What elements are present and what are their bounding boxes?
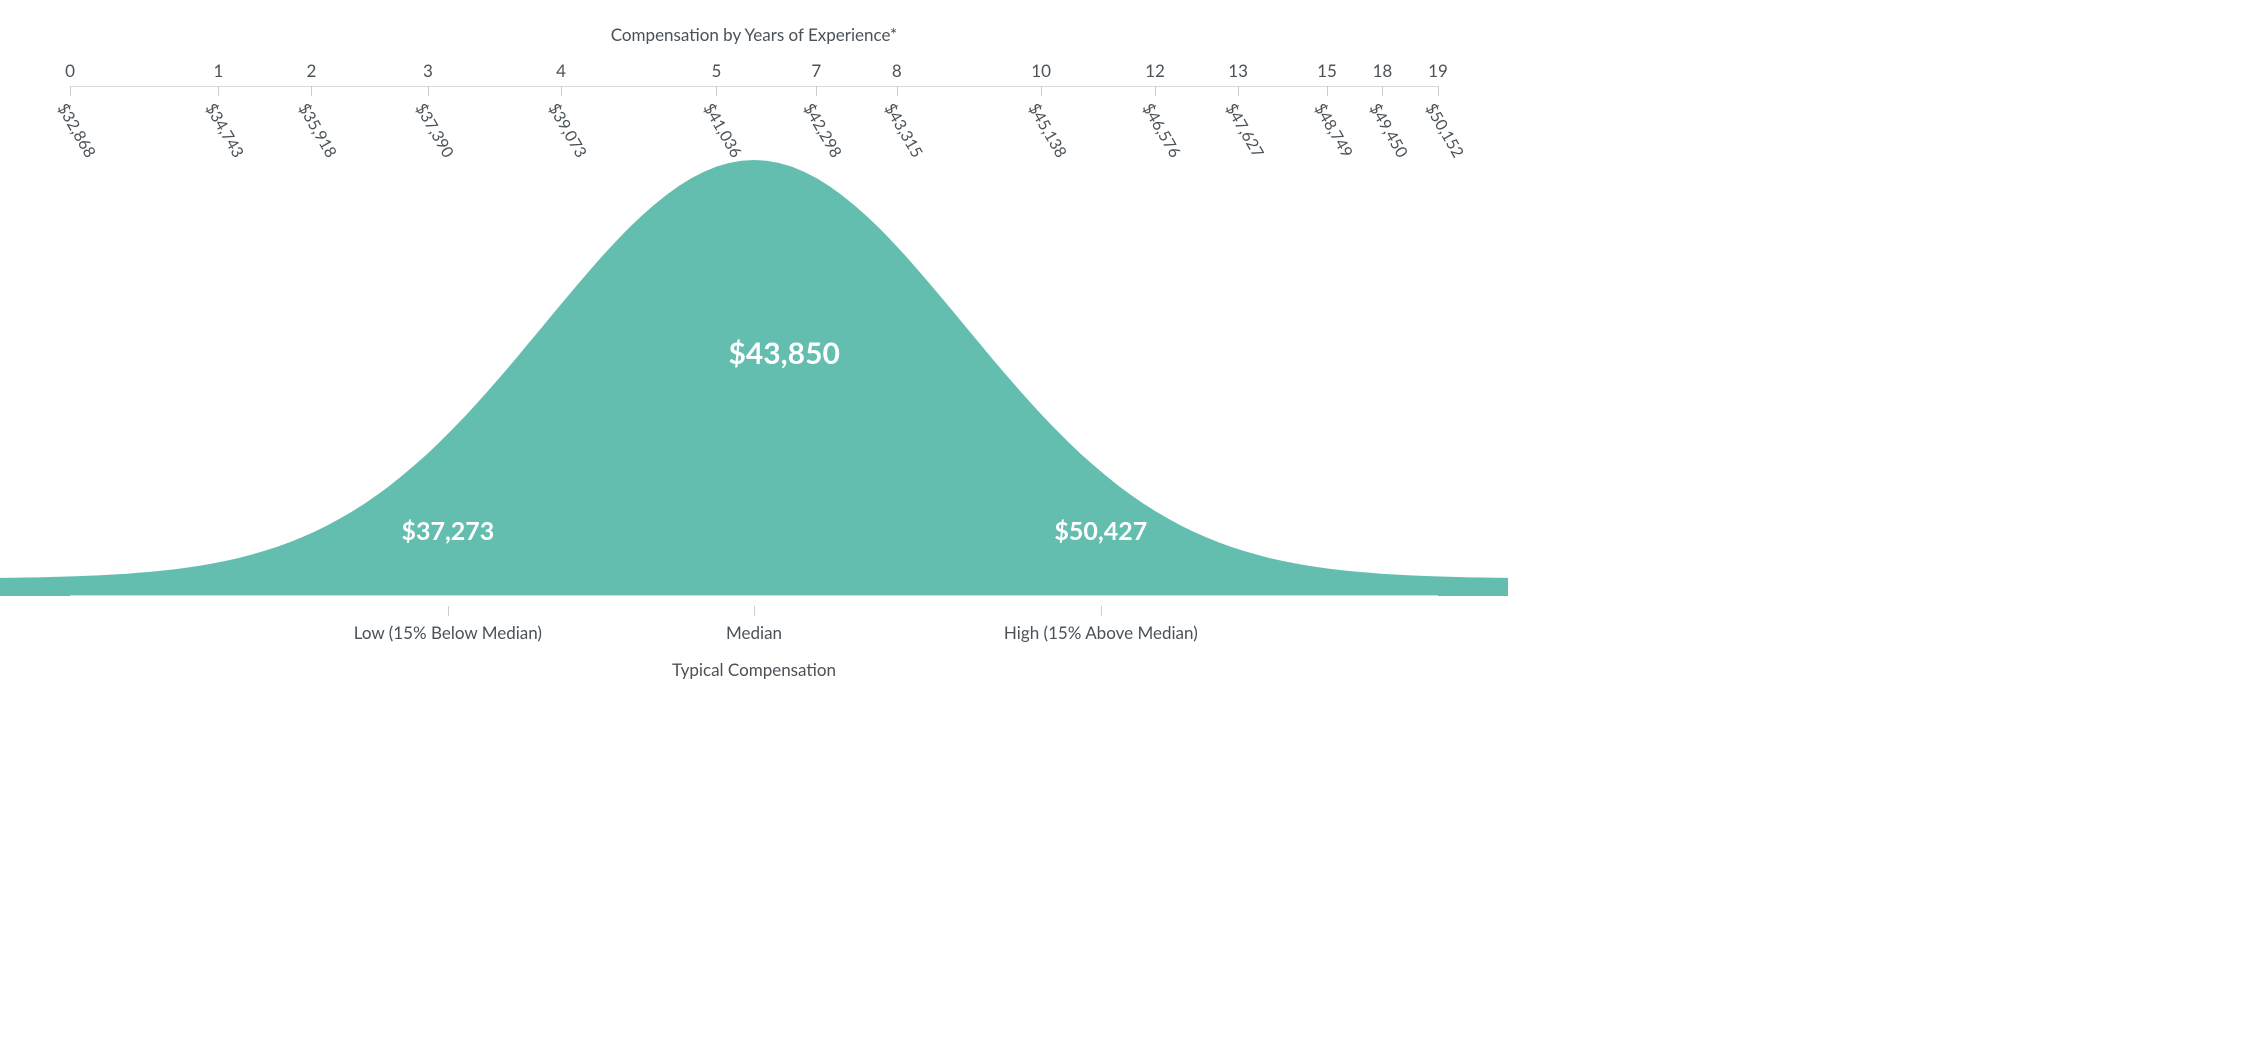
timeline-year: 15 (1317, 60, 1337, 81)
timeline-tick-mark (897, 86, 898, 96)
timeline-tick-mark (1238, 86, 1239, 96)
timeline-year: 3 (423, 60, 433, 81)
timeline-tick-mark (1041, 86, 1042, 96)
bottom-tick-mark (448, 606, 449, 616)
timeline-amount: $32,868 (54, 100, 100, 161)
timeline-amount: $35,918 (295, 100, 341, 161)
timeline-amount: $49,450 (1366, 100, 1412, 161)
chart-title-top: Compensation by Years of Experience* (0, 24, 1508, 45)
timeline-tick-mark (1382, 86, 1383, 96)
timeline-tick-mark (716, 86, 717, 96)
timeline-tick-mark (218, 86, 219, 96)
timeline-year: 12 (1145, 60, 1165, 81)
timeline-tick-mark (1155, 86, 1156, 96)
timeline-year: 19 (1428, 60, 1448, 81)
timeline-amount: $46,576 (1138, 100, 1184, 161)
compensation-chart: Compensation by Years of Experience* 0 $3… (0, 0, 1508, 696)
timeline-amount: $43,315 (880, 100, 926, 161)
timeline-tick-mark (311, 86, 312, 96)
timeline-tick-mark (70, 86, 71, 96)
timeline-amount: $45,138 (1025, 100, 1071, 161)
bell-curve-fill (0, 160, 1508, 596)
timeline-tick-mark (1438, 86, 1439, 96)
timeline-year: 10 (1031, 60, 1051, 81)
bottom-tick-mark (1101, 606, 1102, 616)
bottom-tick-mark (754, 606, 755, 616)
timeline-amount: $42,298 (800, 100, 846, 161)
timeline-year: 8 (892, 60, 902, 81)
value-label-high: $50,427 (1054, 516, 1147, 546)
timeline-amount: $47,627 (1222, 100, 1268, 161)
timeline-tick-mark (816, 86, 817, 96)
timeline-year: 5 (712, 60, 722, 81)
timeline-year: 13 (1228, 60, 1248, 81)
timeline-year: 0 (65, 60, 75, 81)
timeline-year: 1 (213, 60, 223, 81)
bottom-tick-label: Low (15% Below Median) (354, 622, 542, 643)
timeline-amount: $34,743 (202, 100, 248, 161)
timeline-year: 18 (1373, 60, 1393, 81)
bottom-axis-line (70, 595, 1438, 596)
timeline-tick-mark (561, 86, 562, 96)
timeline-amount: $37,390 (411, 100, 457, 161)
experience-timeline: 0$32,8681$34,7432$35,9183$37,3904$39,073… (0, 56, 1508, 156)
value-label-low: $37,273 (401, 516, 494, 546)
bottom-tick-label: High (15% Above Median) (1004, 622, 1198, 643)
timeline-amount: $39,073 (545, 100, 591, 161)
chart-title-bottom: Typical Compensation (0, 659, 1508, 680)
timeline-tick-mark (1327, 86, 1328, 96)
timeline-year: 7 (811, 60, 821, 81)
timeline-axis-line (70, 86, 1438, 87)
timeline-tick-mark (428, 86, 429, 96)
value-label-median: $43,850 (728, 335, 839, 371)
timeline-amount: $48,749 (1310, 100, 1356, 161)
timeline-year: 4 (556, 60, 566, 81)
bottom-tick-label: Median (726, 622, 782, 643)
distribution-area: $37,273 $43,850 $50,427 Low (15% Below M… (0, 160, 1508, 596)
bell-curve (0, 160, 1508, 596)
timeline-year: 2 (306, 60, 316, 81)
timeline-amount: $41,036 (700, 100, 746, 161)
timeline-amount: $50,152 (1422, 100, 1468, 161)
